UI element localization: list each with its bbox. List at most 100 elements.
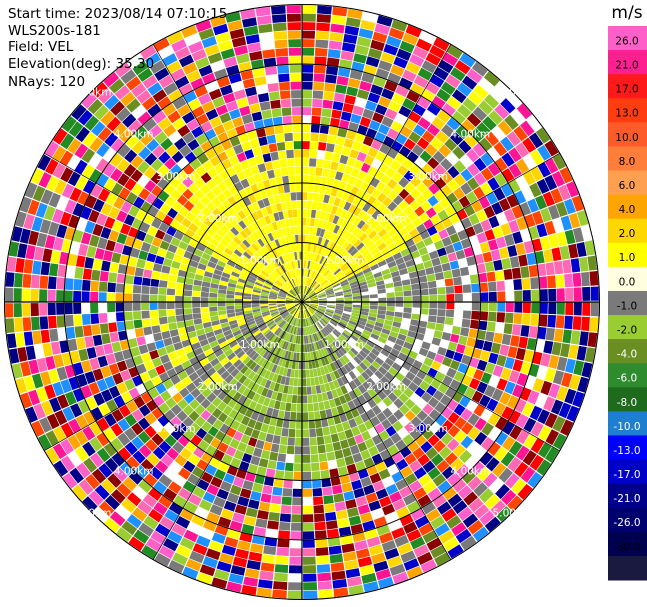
velocity-gate	[98, 501, 115, 517]
velocity-gate	[178, 487, 192, 501]
velocity-gate	[332, 6, 348, 17]
velocity-gate	[98, 463, 113, 478]
velocity-gate	[375, 488, 389, 500]
velocity-gate	[48, 221, 60, 236]
velocity-gate	[428, 170, 440, 182]
velocity-gate	[343, 329, 352, 337]
velocity-gate	[276, 547, 290, 557]
velocity-gate	[236, 233, 245, 242]
velocity-gate	[500, 451, 515, 467]
velocity-gate	[92, 198, 105, 213]
velocity-gate	[359, 284, 368, 290]
velocity-gate	[408, 111, 422, 124]
velocity-gate	[180, 447, 193, 460]
velocity-gate	[247, 224, 256, 234]
velocity-gate	[186, 271, 196, 279]
velocity-gate	[404, 398, 416, 410]
velocity-gate	[256, 84, 268, 95]
velocity-gate	[472, 143, 486, 157]
velocity-gate	[343, 310, 352, 315]
velocity-gate	[410, 319, 419, 327]
velocity-gate	[194, 404, 206, 416]
velocity-gate	[135, 230, 147, 242]
velocity-gate	[441, 508, 457, 522]
velocity-gate	[388, 367, 398, 377]
velocity-gate	[219, 280, 228, 287]
velocity-gate	[109, 262, 119, 273]
velocity-gate	[306, 251, 310, 260]
velocity-gate	[235, 468, 247, 480]
range-ring-label: 2.00km	[198, 213, 238, 225]
velocity-gate	[265, 352, 273, 361]
velocity-gate	[352, 105, 365, 116]
velocity-gate	[406, 151, 419, 163]
velocity-gate	[511, 267, 522, 279]
velocity-gate	[275, 202, 283, 212]
velocity-gate	[240, 178, 250, 189]
velocity-gate	[311, 471, 321, 480]
velocity-gate	[582, 302, 591, 316]
velocity-gate	[188, 493, 202, 506]
velocity-gate	[286, 244, 292, 253]
colorbar-tick-label: 2.0	[619, 228, 636, 240]
range-ring-label: 3.00km	[156, 171, 196, 183]
velocity-gate	[235, 291, 244, 296]
velocity-gate	[230, 226, 240, 236]
velocity-gate	[432, 150, 446, 164]
velocity-gate	[285, 402, 292, 412]
velocity-gate	[173, 230, 184, 241]
velocity-gate	[216, 76, 231, 88]
velocity-gate	[252, 291, 261, 296]
velocity-gate	[315, 287, 323, 293]
velocity-gate	[393, 343, 403, 352]
velocity-gate	[325, 511, 337, 522]
velocity-gate	[268, 196, 276, 205]
velocity-gate	[339, 262, 348, 270]
velocity-gate	[334, 350, 342, 359]
velocity-gate	[369, 290, 378, 295]
velocity-gate	[495, 322, 505, 333]
velocity-gate	[258, 323, 267, 330]
velocity-gate	[280, 436, 288, 446]
velocity-gate	[327, 416, 335, 426]
velocity-gate	[284, 314, 291, 321]
velocity-gate	[380, 52, 396, 64]
velocity-gate	[281, 255, 287, 264]
velocity-gate	[207, 335, 217, 344]
velocity-gate	[181, 234, 192, 245]
velocity-gate	[401, 216, 412, 227]
velocity-gate	[312, 262, 317, 271]
velocity-gate	[267, 169, 275, 179]
velocity-gate	[365, 492, 378, 504]
velocity-gate	[278, 357, 284, 367]
velocity-gate	[369, 305, 378, 310]
velocity-gate	[329, 468, 339, 478]
velocity-gate	[193, 279, 203, 286]
velocity-gate	[152, 263, 163, 272]
velocity-gate	[209, 155, 221, 167]
velocity-gate	[469, 378, 481, 390]
velocity-gate	[228, 319, 238, 326]
velocity-gate	[98, 403, 111, 417]
velocity-gate	[219, 255, 229, 264]
velocity-gate	[484, 94, 500, 109]
velocity-gate	[227, 352, 236, 361]
velocity-gate	[281, 321, 287, 329]
velocity-gate	[239, 274, 248, 281]
velocity-gate	[318, 299, 327, 301]
velocity-gate	[187, 139, 200, 151]
velocity-gate	[149, 466, 163, 480]
velocity-gate	[487, 239, 499, 251]
colorbar-swatch	[608, 483, 647, 509]
velocity-gate	[312, 324, 318, 333]
velocity-gate	[236, 362, 246, 371]
velocity-gate	[447, 165, 460, 179]
velocity-gate	[548, 288, 557, 301]
velocity-gate	[461, 75, 478, 90]
velocity-gate	[224, 348, 234, 357]
velocity-gate	[321, 257, 327, 266]
velocity-gate	[303, 582, 318, 591]
velocity-gate	[360, 291, 369, 296]
velocity-gate	[167, 207, 178, 219]
velocity-gate	[361, 295, 370, 299]
